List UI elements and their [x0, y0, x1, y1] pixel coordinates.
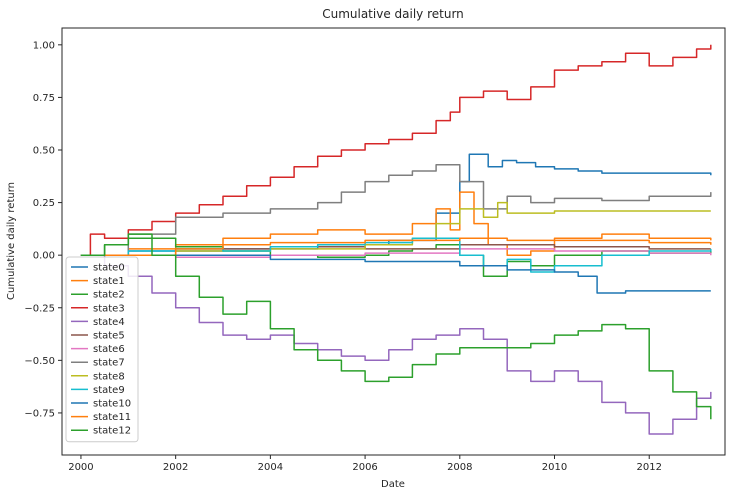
legend-label-state4: state4	[93, 317, 125, 328]
legend-label-state6: state6	[93, 344, 125, 355]
series-layer	[80, 44, 712, 435]
legend-label-state8: state8	[93, 371, 125, 382]
legend-label-state11: state11	[93, 412, 131, 423]
legend-label-state7: state7	[93, 358, 125, 369]
legend-box	[65, 256, 139, 443]
x-tick-label: 2000	[68, 462, 93, 473]
x-tick-label: 2010	[542, 462, 567, 473]
series-line-state3	[80, 44, 712, 256]
legend-label-state1: state1	[93, 276, 125, 287]
legend-label-state12: state12	[93, 426, 131, 437]
y-tick-label: 1.00	[33, 40, 55, 51]
y-tick-label: −0.75	[24, 408, 55, 419]
x-tick-label: 2002	[163, 462, 188, 473]
y-tick-label: 0.50	[33, 146, 55, 157]
series-line-state4	[80, 254, 712, 435]
y-tick-label: 0.25	[33, 198, 55, 209]
series-line-state7	[80, 163, 712, 256]
legend-label-state5: state5	[93, 331, 125, 342]
plot-area	[61, 27, 726, 456]
y-tick-label: −0.25	[24, 303, 55, 314]
x-axis: 2000 2002 2004 2006 2008 2010 2012	[68, 455, 662, 473]
x-tick-label: 2004	[258, 462, 283, 473]
legend-label-state3: state3	[93, 303, 125, 314]
series-line-state10	[80, 254, 711, 294]
legend-label-state9: state9	[93, 385, 125, 396]
legend-label-state0: state0	[93, 263, 125, 274]
legend-label-state10: state10	[93, 399, 131, 410]
y-tick-label: 0.75	[33, 93, 55, 104]
y-tick-label: 0.00	[33, 251, 55, 262]
legend: state0 state1 state2 state3 state4 state5 stat…	[65, 256, 139, 443]
x-axis-title: Date	[381, 479, 405, 490]
series-line-state11	[80, 237, 712, 256]
x-tick-label: 2006	[352, 462, 377, 473]
y-axis: −0.75 −0.50 −0.25 0.00 0.25 0.50 0.75 1.00	[24, 40, 62, 419]
y-tick-label: −0.50	[24, 356, 55, 367]
series-line-state12	[80, 233, 712, 420]
series-line-state1	[80, 191, 712, 256]
x-tick-label: 2008	[447, 462, 472, 473]
legend-label-state2: state2	[93, 290, 125, 301]
chart-title: Cumulative daily return	[322, 7, 464, 21]
y-axis-title: Cumulative daily return	[6, 182, 17, 300]
x-tick-label: 2012	[637, 462, 662, 473]
